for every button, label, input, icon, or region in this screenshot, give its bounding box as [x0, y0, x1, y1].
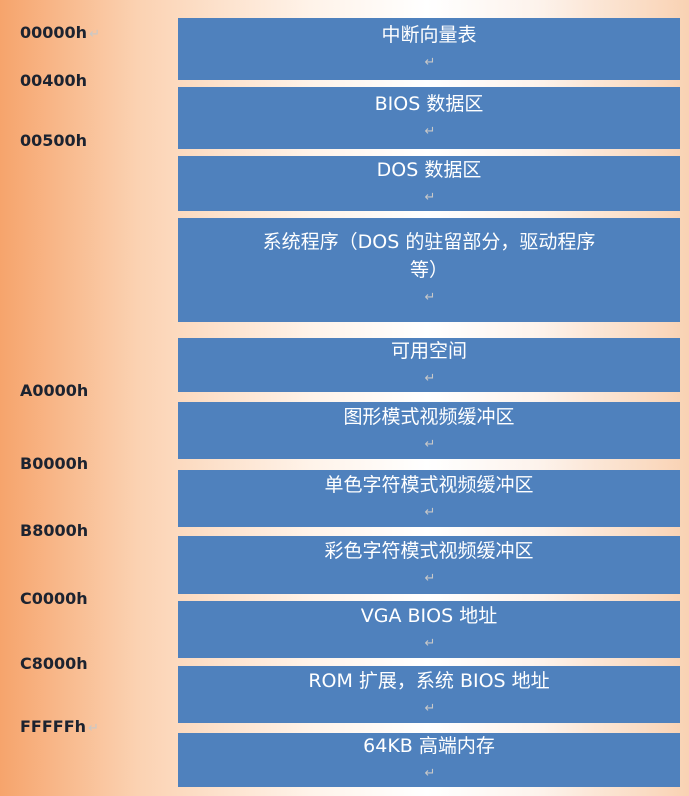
paragraph-mark-icon: ↵: [424, 571, 436, 586]
memory-block-system-programs: 系统程序（DOS 的驻留部分，驱动程序 等） ↵: [178, 218, 680, 322]
memory-block-dos-data-area: DOS 数据区 ↵: [178, 156, 680, 211]
block-label: BIOS 数据区: [374, 93, 484, 115]
memory-block-rom-extension-system-bios: ROM 扩展，系统 BIOS 地址 ↵: [178, 666, 680, 723]
block-label-line-2: 等）: [409, 259, 448, 281]
memory-block-available-space: 可用空间 ↵: [178, 338, 680, 392]
paragraph-mark-icon: ↵: [424, 55, 436, 70]
address-text: C0000h: [20, 589, 88, 608]
address-label-a0000h: A0000h: [20, 381, 160, 401]
paragraph-mark-icon: ↵: [424, 371, 436, 386]
paragraph-mark-icon: ↵: [424, 290, 436, 305]
memory-block-bios-data-area: BIOS 数据区 ↵: [178, 87, 680, 149]
paragraph-mark-icon: ↵: [424, 700, 436, 716]
memory-block-mono-text-video-buffer: 单色字符模式视频缓冲区 ↵: [178, 470, 680, 527]
paragraph-mark-icon: ↵: [424, 124, 436, 139]
address-text: B8000h: [20, 521, 89, 540]
memory-block-color-text-video-buffer: 彩色字符模式视频缓冲区 ↵: [178, 536, 680, 594]
block-label: 图形模式视频缓冲区: [343, 405, 515, 428]
address-text: 00000h: [20, 23, 88, 42]
paragraph-mark-icon: ↵: [88, 721, 99, 736]
paragraph-mark-icon: ↵: [424, 436, 436, 452]
address-label-b8000h: B8000h: [20, 521, 160, 541]
address-label-fffffh: FFFFFh ↵: [20, 717, 160, 739]
address-text: 00400h: [20, 71, 88, 90]
block-label: VGA BIOS 地址: [360, 604, 498, 627]
paragraph-mark-icon: ↵: [89, 27, 100, 42]
block-label: 中断向量表: [381, 24, 477, 46]
block-label-line-1: 系统程序（DOS 的驻留部分，驱动程序: [262, 231, 596, 253]
memory-block-interrupt-vector-table: 中断向量表 ↵: [178, 18, 680, 80]
address-text: B0000h: [20, 454, 89, 473]
paragraph-mark-icon: ↵: [424, 189, 436, 205]
block-label: 彩色字符模式视频缓冲区: [324, 540, 534, 562]
address-label-b0000h: B0000h: [20, 454, 160, 474]
memory-block-vga-bios: VGA BIOS 地址 ↵: [178, 601, 680, 658]
address-label-00400h: 00400h: [20, 71, 160, 91]
address-text: 00500h: [20, 131, 88, 150]
address-label-00000h: 00000h ↵: [20, 23, 160, 45]
block-label: DOS 数据区: [376, 158, 482, 181]
block-label: ROM 扩展，系统 BIOS 地址: [308, 669, 550, 692]
address-text: C8000h: [20, 654, 88, 673]
address-label-c8000h: C8000h: [20, 654, 160, 674]
address-text: A0000h: [20, 381, 89, 400]
memory-block-graphics-video-buffer: 图形模式视频缓冲区 ↵: [178, 402, 680, 459]
address-text: FFFFFh: [20, 717, 87, 736]
paragraph-mark-icon: ↵: [424, 635, 436, 651]
memory-block-64kb-high-memory: 64KB 高端内存 ↵: [178, 733, 680, 787]
address-label-00500h: 00500h: [20, 131, 160, 151]
paragraph-mark-icon: ↵: [424, 766, 436, 781]
address-label-c0000h: C0000h: [20, 589, 160, 609]
paragraph-mark-icon: ↵: [424, 504, 436, 520]
block-label: 单色字符模式视频缓冲区: [324, 473, 534, 496]
block-label: 64KB 高端内存: [363, 735, 495, 757]
block-label: 可用空间: [390, 340, 467, 362]
